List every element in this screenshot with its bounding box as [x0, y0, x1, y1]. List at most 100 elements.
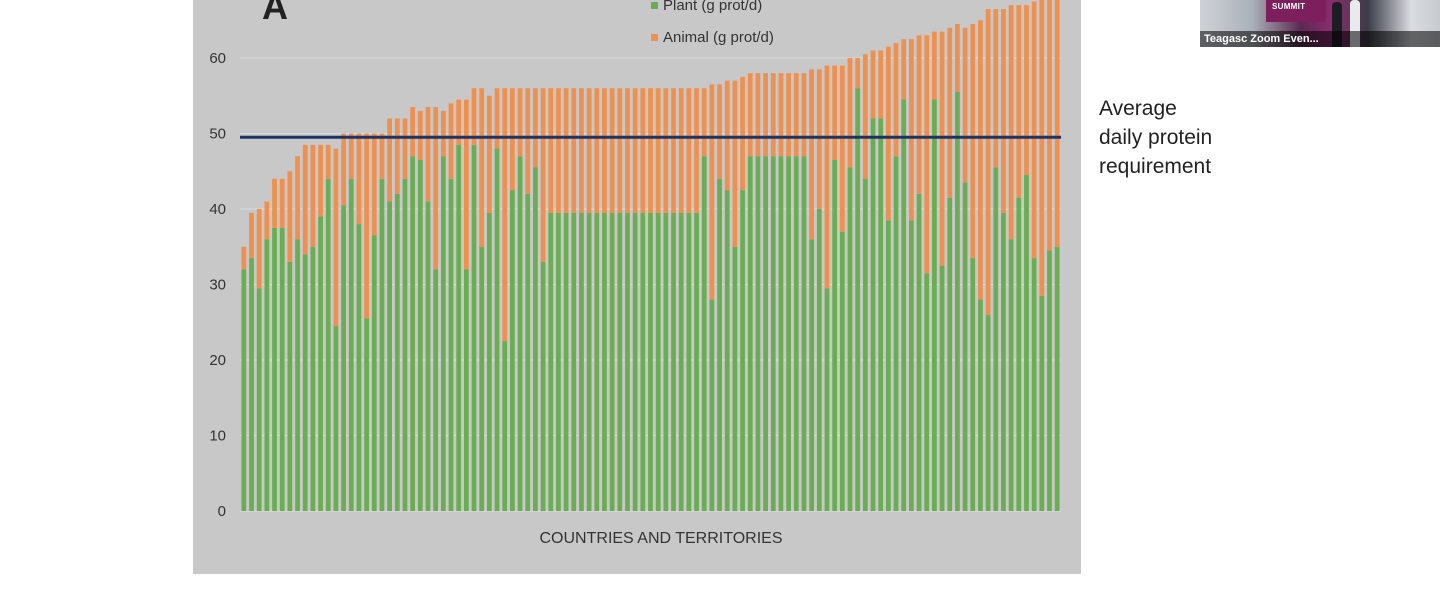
legend-item-plant: Plant (g prot/d): [651, 0, 762, 14]
legend-swatch-plant: [651, 1, 658, 9]
bar-plant: [701, 156, 707, 511]
bar-plant: [302, 254, 308, 512]
bar-animal: [786, 73, 791, 157]
bar-plant: [1001, 212, 1006, 511]
bar-plant: [832, 159, 838, 512]
bar-plant: [824, 288, 830, 511]
panel-letter: A: [262, 0, 288, 27]
bar-animal: [648, 88, 653, 213]
bar-plant: [893, 156, 899, 511]
bar-plant: [264, 239, 270, 511]
bar-plant: [471, 144, 477, 511]
video-caption-bar: [1200, 31, 1440, 47]
bar-plant: [609, 212, 615, 511]
bar-plant: [955, 91, 960, 511]
bar-plant: [364, 318, 369, 511]
bar-plant: [540, 261, 546, 511]
bar-animal: [847, 58, 853, 168]
bar-plant: [241, 269, 247, 511]
bar-animal: [302, 144, 308, 255]
bar-plant: [724, 190, 730, 511]
bar-animal: [717, 84, 722, 179]
bar-animal: [809, 69, 815, 240]
bar-animal: [855, 58, 861, 89]
bar-animal: [371, 133, 377, 236]
bar-animal: [678, 88, 684, 213]
y-tick-label: 30: [209, 277, 226, 294]
bar-animal: [870, 50, 876, 119]
bar-plant: [678, 212, 684, 511]
bar-animal: [1039, 0, 1045, 296]
legend-label-animal: Animal (g prot/d): [663, 29, 774, 46]
bar-animal: [571, 88, 577, 213]
bar-animal: [609, 88, 615, 213]
bar-animal: [755, 73, 761, 157]
reference-line-annotation: Average daily protein requirement: [1099, 94, 1212, 181]
bar-plant: [801, 156, 807, 511]
bar-plant: [671, 212, 676, 511]
bar-plant: [479, 246, 485, 511]
stacked-bar-chart: 0 10 20 30 40 50 60: [209, 0, 1061, 520]
bar-plant: [778, 156, 784, 511]
y-tick-label: 20: [209, 352, 226, 369]
bar-plant: [878, 118, 884, 512]
bar-plant: [379, 178, 385, 512]
bar-plant: [341, 205, 346, 511]
bar-plant: [425, 201, 431, 511]
bar-animal: [893, 42, 899, 157]
bar-plant: [1039, 295, 1045, 511]
bar-plant: [1031, 258, 1037, 511]
bar-plant: [747, 156, 753, 511]
bar-animal: [924, 35, 930, 274]
bar-animal: [694, 88, 699, 213]
bar-plant: [1054, 246, 1060, 511]
bar-animal: [632, 88, 638, 213]
bar-plant: [586, 212, 592, 511]
bar-plant: [855, 88, 861, 511]
bar-plant: [924, 273, 930, 511]
bar-animal: [740, 76, 745, 191]
bar-animal: [955, 24, 960, 92]
bar-animal: [448, 103, 454, 179]
bar-plant: [348, 178, 354, 512]
bar-plant: [932, 99, 937, 512]
bar-animal: [471, 88, 477, 145]
bar-plant: [287, 261, 293, 511]
bar-plant: [502, 341, 508, 511]
bar-animal: [793, 73, 799, 157]
bar-plant: [417, 159, 423, 512]
bar-animal: [1008, 5, 1014, 240]
bar-animal: [533, 88, 538, 168]
bar-animal: [732, 80, 738, 247]
bar-animal: [594, 88, 600, 213]
bar-plant: [433, 269, 439, 511]
bar-animal: [333, 148, 339, 327]
bar-plant: [256, 288, 262, 511]
bar-plant: [809, 239, 815, 511]
bar-plant: [1047, 250, 1052, 511]
bar-plant: [387, 201, 393, 511]
bar-plant: [717, 178, 722, 512]
video-thumbnail[interactable]: SUMMIT Teagasc Zoom Even...: [1200, 0, 1440, 47]
annotation-line-2: daily protein: [1099, 126, 1213, 149]
bar-animal: [947, 27, 953, 198]
bar-plant: [862, 178, 868, 512]
bar-plant: [571, 212, 577, 511]
bar-plant: [325, 178, 331, 512]
bar-animal: [686, 88, 692, 213]
bar-animal: [908, 39, 914, 221]
bar-animal: [824, 65, 830, 289]
bar-animal: [801, 73, 807, 157]
bar-plant: [440, 156, 446, 511]
bar-plant: [663, 212, 669, 511]
bar-plant: [1024, 175, 1029, 511]
video-screen-text: SUMMIT: [1272, 2, 1306, 11]
bar-animal: [862, 54, 868, 179]
bar-animal: [325, 144, 331, 179]
bar-animal: [241, 246, 247, 270]
bar-animal: [993, 8, 999, 168]
bar-animal: [548, 88, 554, 213]
bar-animal: [916, 35, 922, 194]
bar-plant: [632, 212, 638, 511]
bar-plant: [870, 118, 876, 512]
